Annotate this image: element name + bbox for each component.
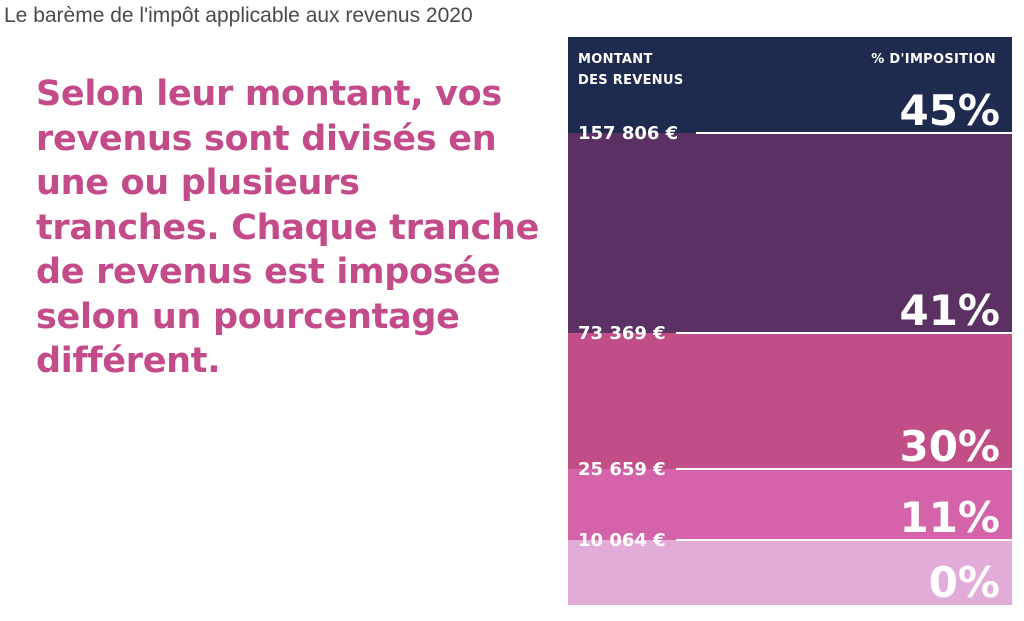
rate-label-41: 41% bbox=[899, 286, 1000, 335]
band-11 bbox=[568, 469, 1012, 540]
page-title: Le barème de l'impôt applicable aux reve… bbox=[4, 4, 473, 27]
rate-label-0: 0% bbox=[929, 558, 1000, 605]
bands bbox=[568, 37, 1012, 605]
threshold-label-10064: 10 064 € bbox=[578, 530, 666, 551]
tax-bracket-chart: MONTANT DES REVENUS % D'IMPOSITION 45% 15… bbox=[568, 37, 1012, 605]
rate-label-45: 45% bbox=[899, 86, 1000, 135]
tax-bracket-svg: MONTANT DES REVENUS % D'IMPOSITION 45% 15… bbox=[568, 37, 1012, 605]
rate-label-11: 11% bbox=[899, 493, 1000, 542]
threshold-label-73369: 73 369 € bbox=[578, 323, 666, 344]
header-rate: % D'IMPOSITION bbox=[871, 52, 996, 67]
intro-text: Selon leur montant, vos revenus sont div… bbox=[36, 74, 540, 381]
band-41 bbox=[568, 133, 1012, 333]
band-30 bbox=[568, 333, 1012, 469]
threshold-label-25659: 25 659 € bbox=[578, 459, 666, 480]
threshold-label-157806: 157 806 € bbox=[578, 123, 678, 144]
band-0 bbox=[568, 540, 1012, 605]
header-amount-line1: MONTANT bbox=[578, 52, 653, 67]
header-amount-line2: DES REVENUS bbox=[578, 73, 684, 88]
rate-label-30: 30% bbox=[899, 422, 1000, 471]
labels: 45% 157 806 € 41% 73 369 € 30% 25 659 € 11% 10 … bbox=[578, 86, 1012, 605]
band-45 bbox=[568, 37, 1012, 133]
